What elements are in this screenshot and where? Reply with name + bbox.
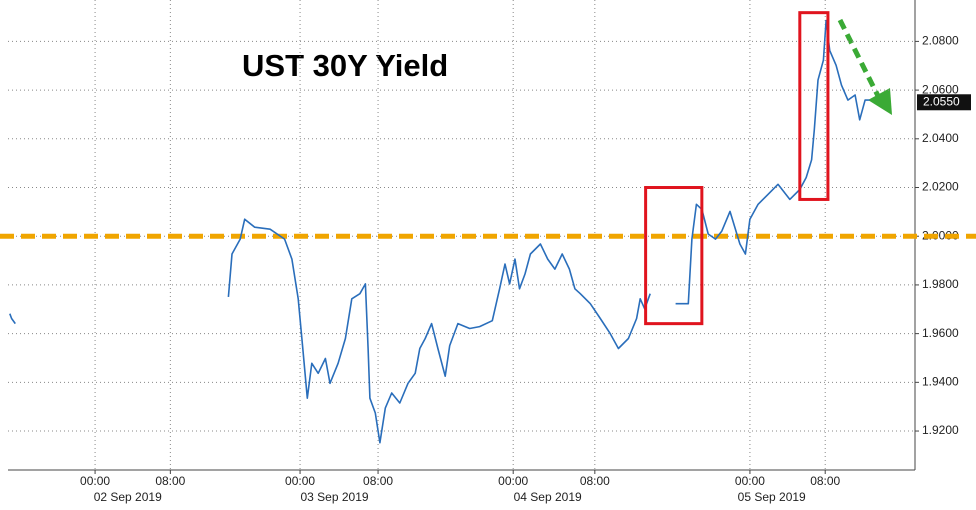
x-group-label: 03 Sep 2019 (300, 490, 368, 504)
x-tick-label: 00:00 (735, 474, 765, 488)
x-group-label: 02 Sep 2019 (94, 490, 162, 504)
x-group-label: 05 Sep 2019 (738, 490, 806, 504)
x-tick-label: 08:00 (810, 474, 840, 488)
y-tick-label: 1.9600 (922, 326, 959, 340)
y-tick-label: 2.0400 (922, 131, 959, 145)
y-tick-label: 2.0000 (922, 228, 959, 242)
x-tick-label: 00:00 (285, 474, 315, 488)
x-group-label: 04 Sep 2019 (514, 490, 582, 504)
x-tick-label: 00:00 (498, 474, 528, 488)
highlight-box (798, 11, 830, 201)
y-tick-label: 1.9800 (922, 277, 959, 291)
y-tick-label: 1.9400 (922, 375, 959, 389)
trend-arrow (837, 18, 892, 115)
series-line (9, 19, 870, 444)
last-value-label: 2.0550 (923, 94, 960, 108)
y-tick-label: 1.9200 (922, 423, 959, 437)
y-tick-label: 2.0200 (922, 180, 959, 194)
x-tick-label: 08:00 (363, 474, 393, 488)
x-tick-label: 08:00 (580, 474, 610, 488)
last-value-tag (917, 94, 971, 111)
x-tick-label: 08:00 (155, 474, 185, 488)
y-tick-label: 2.0800 (922, 34, 959, 48)
highlight-box (644, 186, 704, 326)
x-tick-label: 00:00 (80, 474, 110, 488)
y-tick-label: 2.0600 (922, 82, 959, 96)
chart-title: UST 30Y Yield (242, 48, 448, 83)
